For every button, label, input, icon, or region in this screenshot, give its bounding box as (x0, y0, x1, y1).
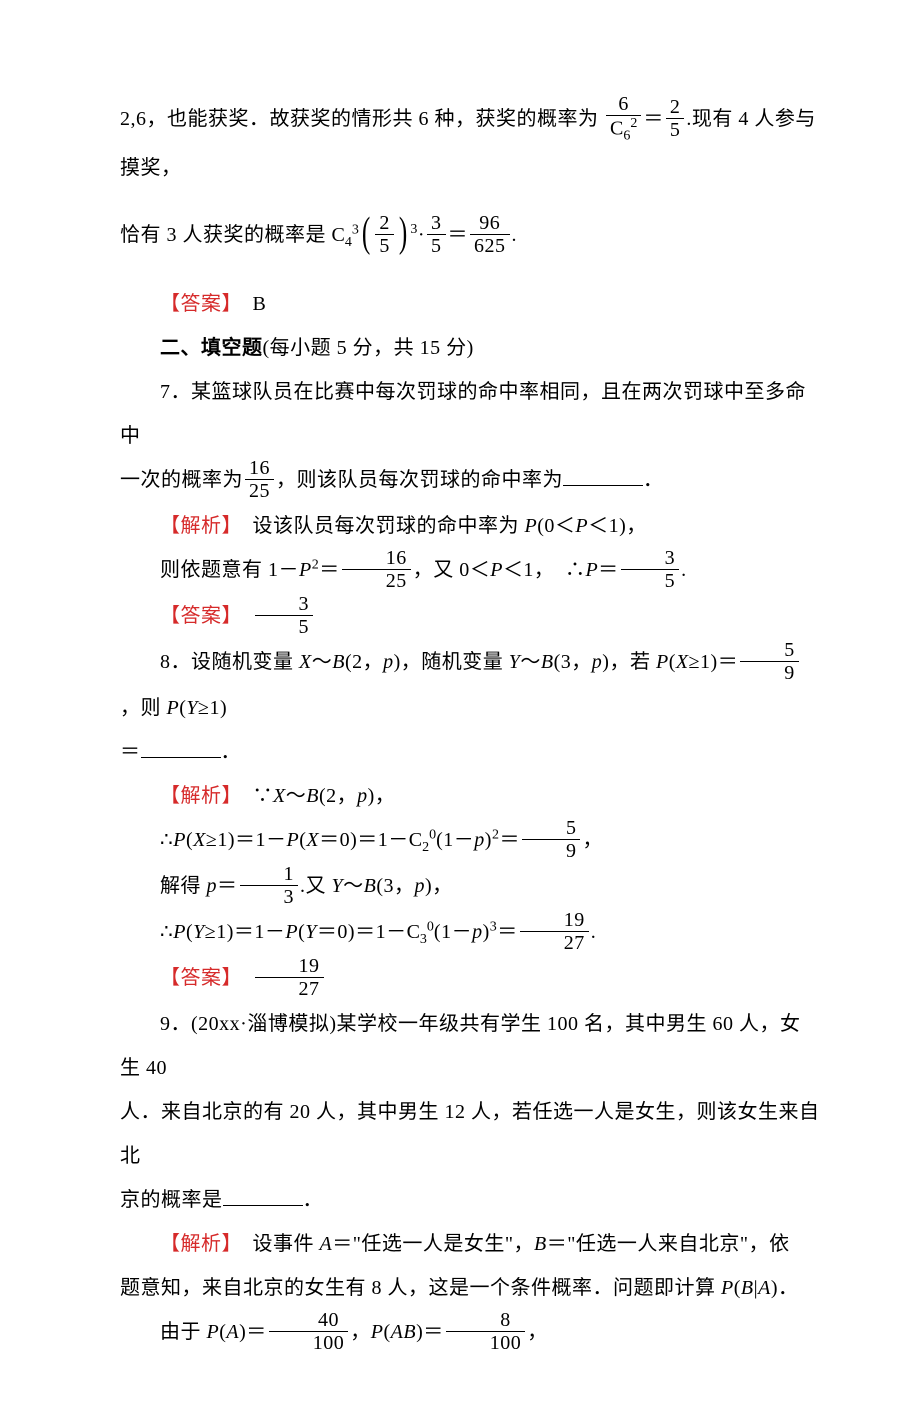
exp: 3 (410, 222, 418, 237)
fraction: 96 625 (470, 212, 510, 257)
q8-solution-line3: 解得 p＝13.又 Y～B(3，p)， (120, 864, 820, 910)
fraction: 6 C62 (606, 93, 641, 144)
q9-solution-line2: 题意知，来自北京的女生有 8 人，这是一个条件概率．问题即计算 P(B|A)． (120, 1266, 820, 1310)
q7-answer: 【答案】 35 (120, 594, 820, 640)
denominator: C62 (606, 116, 641, 144)
q6-cont-line1: 2,6，也能获奖．故获奖的情形共 6 种，获奖的概率为 6 C62 ＝ 2 5 … (120, 95, 820, 190)
q7-solution-line1: 【解析】 设该队员每次罚球的命中率为 P(0＜P＜1)， (120, 504, 820, 548)
q9-line2: 人．来自北京的有 20 人，其中男生 12 人，若任选一人是女生，则该女生来自北 (120, 1090, 820, 1178)
answer-value: 1927 (255, 955, 324, 1000)
solution-label: 【解析】 (160, 785, 232, 807)
q7-line1: 7．某篮球队员在比赛中每次罚球的命中率相同，且在两次罚球中至多命中 (120, 370, 820, 458)
blank (223, 1185, 303, 1206)
lparen: ( (362, 187, 371, 279)
q8-answer: 【答案】 1927 (120, 956, 820, 1002)
section-title: 二、填空题 (160, 337, 263, 359)
fraction: 2 5 (375, 212, 394, 257)
answer-label: 【答案】 (160, 605, 232, 627)
fraction: 2 5 (666, 96, 685, 141)
q8-solution-line4: ∴P(Y≥1)＝1－P(Y＝0)＝1－C30(1－p)3＝1927. (120, 910, 820, 956)
answer-label: 【答案】 (160, 293, 232, 315)
q9-solution-line3: 由于 P(A)＝40100，P(AB)＝8100， (120, 1310, 820, 1356)
numerator: 2 (666, 96, 685, 119)
denominator: 5 (666, 119, 685, 141)
section-note: (每小题 5 分，共 15 分) (263, 337, 474, 359)
solution-label: 【解析】 (160, 515, 232, 537)
q6-cont-line2: 恰有 3 人获奖的概率是 C43( 2 5 )3· 3 5 ＝ 96 625 . (120, 190, 820, 282)
page: 2,6，也能获奖．故获奖的情形共 6 种，获奖的概率为 6 C62 ＝ 2 5 … (0, 0, 920, 1416)
comb: C43 (332, 224, 359, 246)
answer-value: B (253, 293, 267, 315)
fraction: 3 5 (427, 212, 446, 257)
numerator: 6 (606, 93, 641, 116)
q8-line2: ＝． (120, 730, 820, 774)
q7-line2: 一次的概率为 16 25 ，则该队员每次罚球的命中率为． (120, 458, 820, 504)
answer-value: 35 (255, 593, 314, 638)
q8-line1: 8．设随机变量 X～B(2，p)，随机变量 Y～B(3，p)，若 P(X≥1)＝… (120, 640, 820, 730)
q8-solution-line2: ∴P(X≥1)＝1－P(X＝0)＝1－C20(1－p)2＝59， (120, 818, 820, 864)
answer-label: 【答案】 (160, 967, 232, 989)
q9-line1: 9．(20xx·淄博模拟)某学校一年级共有学生 100 名，其中男生 60 人，… (120, 1002, 820, 1090)
q6-answer: 【答案】 B (120, 282, 820, 326)
section-2-title: 二、填空题(每小题 5 分，共 15 分) (120, 326, 820, 370)
q7-solution-line2: 则依题意有 1－P2＝1625，又 0＜P＜1， ∴P＝35. (120, 548, 820, 594)
q8-solution-line1: 【解析】 ∵X～B(2，p)， (120, 774, 820, 818)
q9-line3: 京的概率是． (120, 1178, 820, 1222)
q9-solution-line1: 【解析】 设事件 A＝"任选一人是女生"，B＝"任选一人来自北京"，依 (120, 1222, 820, 1266)
fraction: 16 25 (245, 457, 274, 502)
rparen: ) (399, 187, 408, 279)
blank (563, 465, 643, 486)
solution-label: 【解析】 (160, 1233, 232, 1255)
text: 恰有 3 人获奖的概率是 (120, 224, 332, 246)
blank (141, 737, 221, 758)
text: 2,6，也能获奖．故获奖的情形共 6 种，获奖的概率为 (120, 108, 599, 130)
eq: ＝ (643, 108, 664, 130)
